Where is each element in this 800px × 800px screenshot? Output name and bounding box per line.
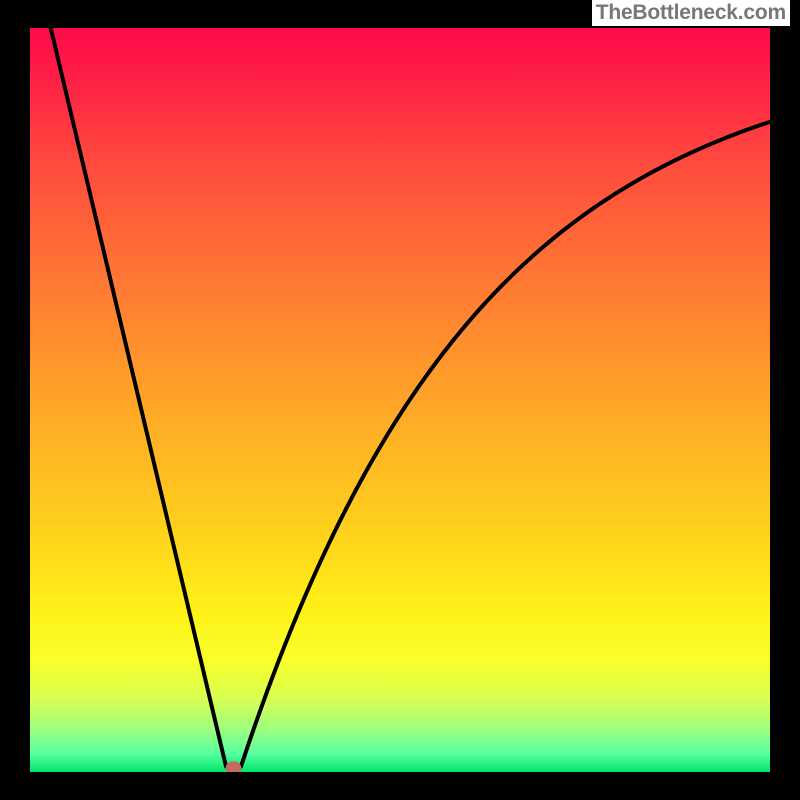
chart-frame: TheBottleneck.com — [0, 0, 800, 800]
chart-svg — [30, 28, 770, 772]
plot-area — [30, 28, 770, 772]
attribution-label: TheBottleneck.com — [592, 0, 790, 26]
